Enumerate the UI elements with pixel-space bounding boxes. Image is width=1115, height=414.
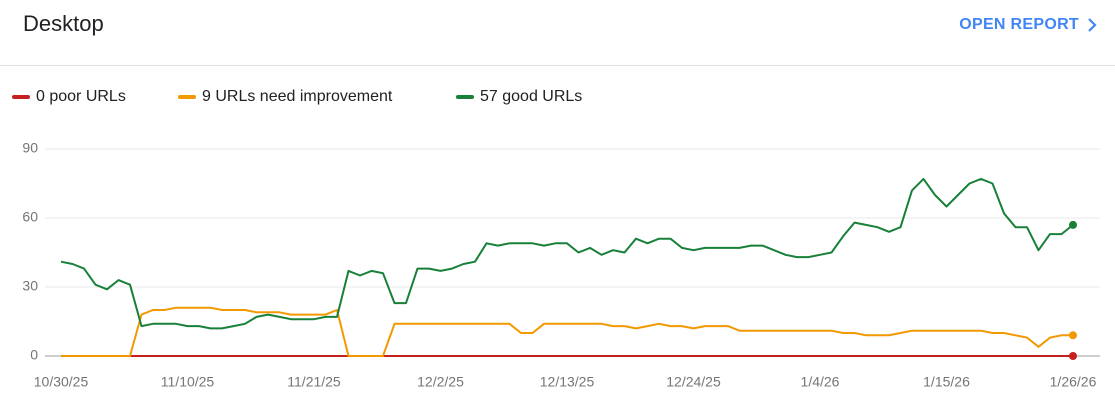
legend-label: 9 URLs need improvement [202, 88, 393, 105]
series-line [60, 177, 1074, 330]
end-point [1069, 352, 1077, 360]
series-line [61, 306, 1073, 357]
open-report-button[interactable]: OPEN REPORT [959, 16, 1097, 34]
legend-label: 0 poor URLs [36, 88, 126, 105]
x-tick-label: 1/26/26 [1050, 374, 1097, 390]
divider [0, 65, 1115, 66]
x-tick-label: 1/4/26 [801, 374, 840, 390]
x-tick-label: 1/15/26 [923, 374, 970, 390]
y-tick-label: 60 [22, 209, 38, 225]
y-tick-label: 0 [30, 347, 38, 363]
open-report-label[interactable]: OPEN REPORT [959, 16, 1079, 33]
chevron-icon[interactable] [1087, 17, 1097, 33]
end-point [1069, 220, 1077, 229]
legend-label: 57 good URLs [480, 88, 582, 105]
card-title: Desktop [23, 11, 104, 36]
end-point [1069, 331, 1077, 340]
y-tick-label: 90 [22, 140, 38, 156]
x-tick-label: 10/30/25 [34, 374, 89, 390]
x-tick-label: 12/24/25 [666, 374, 721, 390]
x-tick-label: 11/10/25 [161, 374, 215, 390]
y-tick-label: 30 [22, 278, 38, 294]
x-tick-label: 12/2/25 [417, 374, 464, 390]
x-tick-label: 11/21/25 [287, 374, 341, 390]
x-tick-label: 12/13/25 [540, 374, 595, 390]
